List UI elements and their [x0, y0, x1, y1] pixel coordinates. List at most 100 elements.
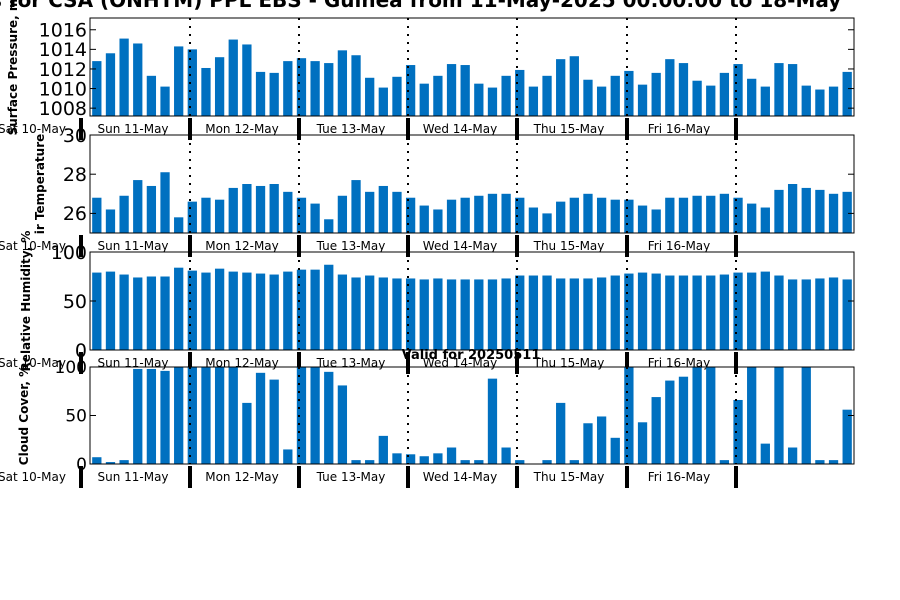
bar — [719, 193, 730, 233]
bar — [747, 78, 757, 116]
bar — [214, 57, 225, 116]
bar — [760, 86, 770, 116]
bar — [569, 278, 579, 350]
bar — [842, 279, 852, 350]
bar — [542, 275, 552, 350]
bar — [269, 184, 279, 233]
bar — [133, 180, 143, 233]
bar — [665, 197, 675, 233]
bar — [405, 454, 416, 464]
bar — [228, 367, 238, 464]
bar — [146, 276, 157, 350]
bar — [542, 460, 552, 464]
bar — [678, 275, 689, 350]
bar — [255, 185, 266, 233]
bar — [146, 368, 157, 464]
bar — [651, 273, 661, 350]
bar — [474, 460, 484, 464]
bar — [228, 187, 238, 233]
y-tick-label: 0 — [75, 340, 87, 362]
bar — [596, 197, 607, 233]
bar — [324, 371, 334, 464]
bar — [474, 83, 484, 116]
bar — [351, 180, 361, 233]
bar — [160, 276, 170, 350]
bar — [351, 55, 361, 116]
bar — [583, 79, 593, 116]
bar — [460, 65, 470, 116]
bar — [542, 75, 552, 116]
bar — [801, 279, 811, 350]
bar — [365, 77, 375, 116]
y-tick-label: 1012 — [39, 59, 87, 81]
y-tick-label: 28 — [63, 164, 87, 186]
bar — [92, 61, 102, 116]
bar — [515, 460, 525, 464]
bar — [187, 49, 197, 116]
bar — [365, 275, 375, 350]
bar — [787, 184, 798, 233]
bar — [583, 278, 593, 350]
bar — [760, 271, 770, 350]
bar — [515, 197, 525, 233]
bar — [692, 367, 702, 464]
day-label: Tue 13-May — [316, 356, 386, 370]
bar — [310, 367, 320, 464]
bar — [828, 193, 839, 233]
bar — [474, 195, 484, 233]
bar — [228, 39, 238, 117]
bar — [146, 185, 157, 233]
bar — [310, 203, 320, 233]
bar — [201, 197, 211, 233]
bar — [283, 191, 293, 233]
bar — [92, 272, 102, 350]
bar — [678, 376, 689, 464]
bar — [733, 64, 743, 116]
bar — [105, 209, 116, 233]
bar — [105, 53, 116, 116]
bar — [596, 277, 607, 350]
bar — [392, 76, 402, 116]
bar — [719, 274, 730, 350]
bar — [774, 189, 784, 233]
bar — [678, 63, 689, 116]
bar — [624, 70, 634, 116]
y-tick-label: 0 — [76, 455, 87, 475]
bar — [105, 271, 116, 350]
bar — [242, 272, 252, 350]
bar — [501, 193, 511, 233]
bar — [419, 279, 429, 350]
day-label: Wed 14-May — [423, 122, 497, 136]
bar — [174, 267, 184, 350]
bar — [692, 80, 702, 116]
bar — [828, 86, 839, 116]
bar — [569, 197, 579, 233]
bar — [174, 46, 184, 116]
bar — [174, 367, 184, 464]
bar — [269, 274, 279, 350]
bar — [433, 278, 443, 350]
bar — [255, 71, 266, 116]
bar — [433, 209, 443, 233]
bar — [242, 402, 252, 464]
bar — [283, 61, 293, 116]
bar — [583, 423, 593, 464]
bar — [269, 379, 279, 464]
bar — [324, 219, 334, 233]
day-label: Tue 13-May — [316, 239, 386, 253]
day-label: Mon 12-May — [205, 122, 279, 136]
bar — [596, 86, 607, 116]
bar — [815, 460, 825, 464]
bar — [569, 460, 579, 464]
bar — [487, 87, 498, 116]
day-label: Tue 13-May — [316, 470, 386, 484]
bar — [815, 89, 825, 116]
day-label: Sun 11-May — [97, 122, 168, 136]
bar — [501, 75, 511, 116]
y-tick-label: 1008 — [39, 98, 87, 120]
bar — [665, 59, 675, 116]
day-label: Sun 11-May — [97, 239, 168, 253]
